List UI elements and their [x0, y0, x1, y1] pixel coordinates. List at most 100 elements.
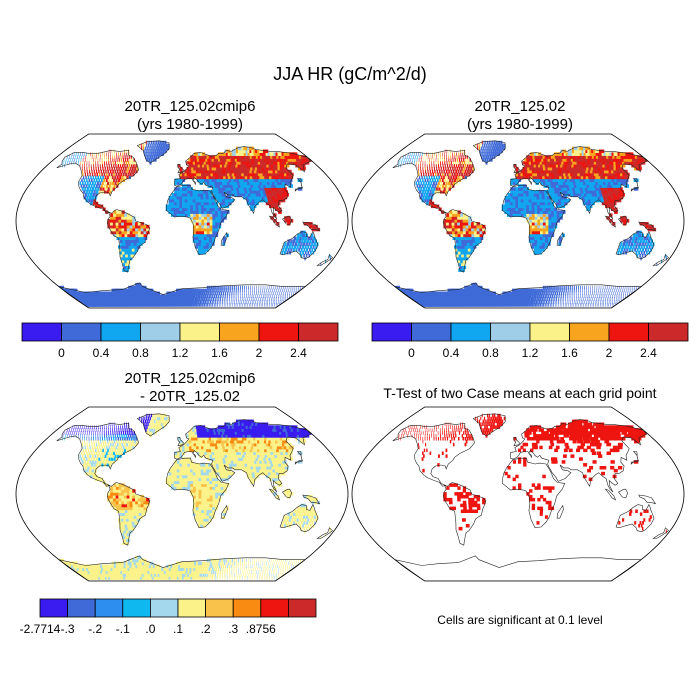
- coastline-eurasia: [510, 419, 648, 493]
- diff-title: 20TR_125.02cmip6 - 20TR_125.02: [20, 370, 360, 406]
- case2-years: (yrs 1980-1999): [467, 116, 573, 133]
- case1-title: 20TR_125.02cmip6 (yrs 1980-1999): [20, 98, 360, 134]
- coastline-south-america: [106, 209, 151, 273]
- coastline-north-america: [392, 423, 475, 487]
- case2-title: 20TR_125.02 (yrs 1980-1999): [350, 98, 690, 134]
- coastline-borneo: [282, 488, 293, 499]
- coastline-japan: [630, 451, 639, 465]
- colorbar-label: 2.4: [290, 346, 307, 360]
- coastline-japan: [630, 178, 639, 192]
- case1-name: 20TR_125.02cmip6: [124, 98, 256, 115]
- colorbar-label: 1.2: [522, 346, 539, 360]
- coastline-new-guinea: [638, 221, 657, 232]
- colorbar-label: 0.4: [93, 346, 110, 360]
- colorbar-box: [100, 322, 141, 342]
- coastline-north-america: [56, 423, 139, 487]
- significance-note: Cells are significant at 0.1 level: [437, 613, 603, 627]
- colorbar-box: [205, 598, 234, 618]
- colorbar-box: [648, 322, 689, 342]
- colorbar-box: [529, 322, 570, 342]
- colorbar-box: [67, 598, 96, 618]
- colorbar-label: 1.6: [211, 346, 228, 360]
- coastline-new-zealand: [652, 527, 669, 539]
- coastline-antarctica: [394, 282, 643, 308]
- coastline-uk: [177, 437, 184, 447]
- coastline-madagascar: [220, 504, 228, 519]
- coastline-south-america: [442, 209, 487, 273]
- colorbar-label: 2.4: [640, 346, 657, 360]
- coastline-eurasia: [510, 146, 648, 220]
- coastline-greenland: [136, 140, 170, 164]
- coastline-borneo: [282, 215, 293, 226]
- ttest-title: T-Test of two Case means at each grid po…: [383, 385, 657, 401]
- coastline-sumatra: [268, 488, 281, 501]
- ttest-map: [351, 406, 685, 582]
- colorbar-box: [258, 322, 299, 342]
- colorbar-box: [122, 598, 151, 618]
- colorbar-label: 1.6: [561, 346, 578, 360]
- colorbar-label: -.1: [116, 622, 130, 636]
- colorbar-box: [149, 598, 179, 618]
- colorbar-label: -2.7714: [20, 622, 61, 636]
- colorbar-box: [61, 322, 102, 342]
- coastline-new-guinea: [302, 494, 321, 505]
- colorbar-box: [608, 322, 649, 342]
- diff-map: [15, 406, 349, 582]
- coastline-japan: [294, 451, 303, 465]
- coastline-new-zealand: [316, 254, 333, 266]
- colorbar-label: .1: [173, 622, 183, 636]
- main-title: JJA HR (gC/m^2/d): [273, 64, 427, 84]
- colorbar-label: 0.4: [443, 346, 460, 360]
- coastline-australia: [615, 503, 655, 533]
- coastline-australia: [615, 230, 655, 260]
- coastline-sumatra: [268, 215, 281, 228]
- coastline-australia: [279, 503, 319, 533]
- coastline-antarctica: [394, 555, 643, 581]
- colorbar-box: [260, 598, 289, 618]
- coastline-greenland: [136, 413, 170, 437]
- coastline-eurasia: [174, 146, 312, 220]
- colorbar-label: .2: [201, 622, 211, 636]
- coastline-north-america: [56, 150, 139, 214]
- colorbar-box: [569, 322, 610, 342]
- coastline-new-guinea: [302, 221, 321, 232]
- coastline-africa: [502, 184, 566, 256]
- coastline-madagascar: [220, 231, 228, 246]
- colorbar-box: [371, 322, 412, 342]
- colorbar-box: [177, 598, 207, 618]
- case1-colorbar: 0 0.4 0.8 1.2 1.6 2 2.4: [21, 322, 339, 360]
- coastline-madagascar: [556, 504, 564, 519]
- case2-map: [351, 133, 685, 309]
- colorbar-label: 0: [408, 346, 415, 360]
- colorbar-box: [39, 598, 69, 618]
- coastline-new-zealand: [316, 527, 333, 539]
- colorbar-label: .0: [145, 622, 155, 636]
- colorbar-label: 2: [256, 346, 263, 360]
- coastline-greenland: [472, 140, 506, 164]
- coastline-new-guinea: [638, 494, 657, 505]
- coastline-australia: [279, 230, 319, 260]
- colorbar-box: [490, 322, 531, 342]
- coastline-greenland: [472, 413, 506, 437]
- coastline-new-zealand: [652, 254, 669, 266]
- coastline-borneo: [618, 215, 629, 226]
- colorbar-label: 0: [58, 346, 65, 360]
- colorbar-box: [450, 322, 491, 342]
- diff-subtitle: - 20TR_125.02: [139, 388, 241, 405]
- colorbar-box: [219, 322, 260, 342]
- colorbar-label: 0.8: [482, 346, 499, 360]
- colorbar-box: [298, 322, 339, 342]
- coastline-uk: [513, 164, 520, 174]
- coastline-sumatra: [604, 488, 617, 501]
- colorbar-label: 1.2: [172, 346, 189, 360]
- diff-colorbar: -2.7714 -.3 -.2 -.1 .0 .1 .2 .3 .8756: [20, 598, 317, 636]
- colorbar-box: [287, 598, 317, 618]
- case2-name: 20TR_125.02: [474, 98, 566, 115]
- coastline-antarctica: [58, 282, 307, 308]
- coastline-south-america: [442, 482, 487, 546]
- colorbar-label: 2: [606, 346, 613, 360]
- colorbar-box: [179, 322, 220, 342]
- colorbar-box: [411, 322, 452, 342]
- case1-years: (yrs 1980-1999): [137, 116, 243, 133]
- colorbar-label: .3: [228, 622, 238, 636]
